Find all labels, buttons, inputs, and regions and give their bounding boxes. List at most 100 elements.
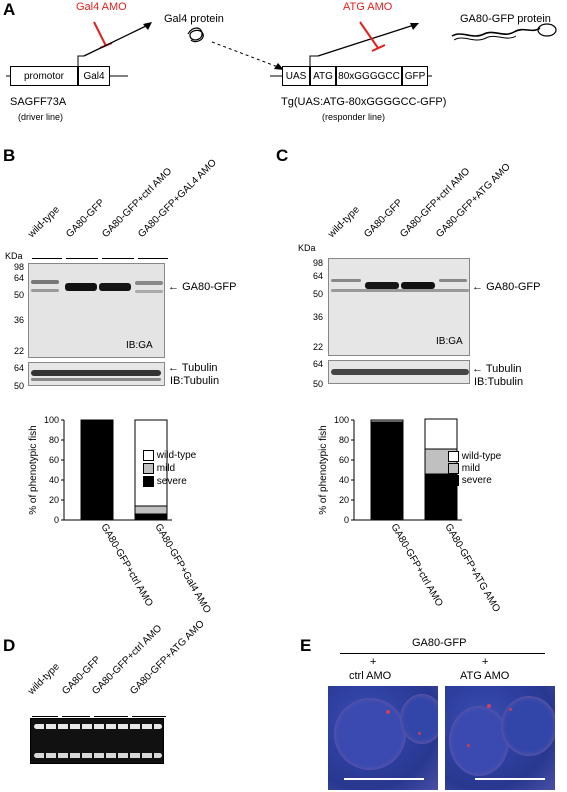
arrow-ga80-c: ← GA80-GFP bbox=[472, 281, 541, 293]
marker-b-tub-50: 50 bbox=[13, 381, 24, 391]
lane-bar-d-2 bbox=[62, 716, 90, 717]
gfp-box: GFP bbox=[402, 66, 428, 86]
arrow-tubulin-c: ← Tubulin bbox=[472, 363, 522, 375]
repeat-box: 80xGGGGCC bbox=[336, 66, 402, 86]
y-tick-label-2: 40 bbox=[49, 475, 59, 485]
marker-c-tub-50: 50 bbox=[312, 379, 323, 389]
lane-bar-d-1 bbox=[32, 716, 58, 717]
y-tick-label-4: 80 bbox=[339, 435, 349, 445]
legend-b: wild-type mild severe bbox=[143, 449, 196, 488]
lane-label-c-2: GA80-GFP bbox=[362, 197, 405, 240]
y-tick-label-0: 0 bbox=[344, 515, 349, 525]
gal4-box: Gal4 bbox=[78, 66, 110, 86]
lane-label-d-1: wild-type bbox=[26, 661, 62, 697]
y-tick-label-2: 40 bbox=[339, 475, 349, 485]
lane-bar-d-3 bbox=[94, 716, 128, 717]
bar-severe-0 bbox=[80, 419, 114, 521]
panel-label-b: B bbox=[3, 146, 16, 165]
y-tick-label-3: 60 bbox=[339, 455, 349, 465]
e-cond-1: ctrl AMO bbox=[349, 670, 392, 682]
bar-mild-0 bbox=[370, 419, 404, 423]
ib-tubulin-c: IB:Tubulin bbox=[474, 376, 524, 388]
marker-b-50: 50 bbox=[13, 290, 24, 300]
western-blot-b-ga bbox=[28, 263, 165, 358]
micrograph-ctrl bbox=[328, 686, 438, 790]
kda-label-b: KDa bbox=[5, 251, 23, 261]
gal4-protein-label: Gal4 protein bbox=[164, 13, 224, 25]
ib-ga-c: IB:GA bbox=[436, 336, 463, 347]
y-tick-label-3: 60 bbox=[49, 455, 59, 465]
ib-ga-b: IB:GA bbox=[126, 340, 153, 351]
e-cond-2: ATG AMO bbox=[460, 670, 510, 682]
sagff-label: SAGFF73A bbox=[10, 96, 67, 108]
marker-c-64: 64 bbox=[312, 271, 323, 281]
ib-tubulin-b: IB:Tubulin bbox=[170, 375, 220, 387]
western-blot-c-ga bbox=[328, 258, 470, 356]
panel-label-e: E bbox=[300, 636, 312, 655]
legend-c: wild-type mild severe bbox=[448, 451, 501, 487]
tg-label: Tg(UAS:ATG-80xGGGGCC-GFP) bbox=[281, 96, 447, 108]
promotor-box: promotor bbox=[10, 66, 78, 86]
panel-label-c: C bbox=[276, 146, 289, 165]
y-axis-label: % of phenotypic fish bbox=[318, 425, 329, 515]
e-plus-2: + bbox=[482, 656, 489, 668]
atg-box: ATG bbox=[310, 66, 336, 86]
y-tick-label-0: 0 bbox=[54, 515, 59, 525]
lane-label-b-2: GA80-GFP bbox=[64, 197, 107, 240]
lane-bar-b-3 bbox=[102, 258, 134, 259]
category-label-1: GA80-GFP+Gal4 AMO bbox=[152, 522, 212, 616]
bar-chart-b: 0 20 40 60 80 100 % of phenotypic fish GA80-GFP… bbox=[28, 415, 213, 616]
gal4-amo-label: Gal4 AMO bbox=[76, 1, 127, 13]
lane-label-b-3: GA80-GFP+ctrl AMO bbox=[100, 166, 175, 240]
bar-severe-0 bbox=[370, 421, 404, 521]
y-tick-label-5: 100 bbox=[334, 415, 349, 425]
category-label-0: GA80-GFP+ctrl AMO bbox=[388, 522, 444, 609]
driver-line-label: (driver line) bbox=[18, 112, 64, 122]
bar-chart-c: 0 20 40 60 80 100 % of phenotypic fish GA80-GFP… bbox=[318, 415, 502, 614]
lane-bar-b-1 bbox=[32, 258, 62, 259]
bar-mild-1 bbox=[134, 505, 168, 515]
lane-label-b-1: wild-type bbox=[26, 204, 62, 240]
lane-bar-b-4 bbox=[138, 258, 168, 259]
marker-b-98: 98 bbox=[13, 262, 24, 272]
kda-label-c: KDa bbox=[298, 243, 316, 253]
y-axis-label: % of phenotypic fish bbox=[28, 425, 39, 515]
y-tick-label-4: 80 bbox=[49, 435, 59, 445]
arrow-ga80-b: ← GA80-GFP bbox=[168, 281, 237, 293]
lane-bar-b-2 bbox=[66, 258, 98, 259]
marker-c-22: 22 bbox=[312, 342, 323, 352]
e-header: GA80-GFP bbox=[412, 637, 467, 649]
arrow-tubulin-b: ← Tubulin bbox=[168, 362, 218, 374]
category-label-1: GA80-GFP+ATG AMO bbox=[442, 522, 502, 614]
marker-c-50: 50 bbox=[312, 289, 323, 299]
bar-wild-type-1 bbox=[424, 418, 458, 450]
y-tick-label-5: 100 bbox=[44, 415, 59, 425]
lane-label-c-1: wild-type bbox=[326, 204, 362, 240]
panel-label-d: D bbox=[3, 636, 16, 655]
marker-b-36: 36 bbox=[13, 315, 24, 325]
lane-bar-d-4 bbox=[132, 716, 166, 717]
lane-label-c-4: GA80-GFP+ATG AMO bbox=[434, 161, 513, 240]
marker-b-tub-64: 64 bbox=[13, 363, 24, 373]
bar-severe-1 bbox=[424, 473, 458, 521]
e-plus-1: + bbox=[370, 656, 377, 668]
marker-b-22: 22 bbox=[13, 346, 24, 356]
lane-label-c-3: GA80-GFP+ctrl AMO bbox=[398, 166, 473, 240]
marker-c-98: 98 bbox=[312, 258, 323, 268]
ga80-protein-label: GA80-GFP protein bbox=[460, 13, 551, 25]
atg-amo-label: ATG AMO bbox=[343, 1, 393, 13]
panel-label-a: A bbox=[3, 0, 16, 19]
uas-box: UAS bbox=[282, 66, 310, 86]
e-header-line bbox=[340, 653, 545, 654]
western-blot-c-tubulin bbox=[328, 360, 470, 384]
bar-severe-1 bbox=[134, 513, 168, 521]
western-blot-b-tubulin bbox=[28, 362, 165, 386]
micrograph-atg bbox=[445, 686, 555, 790]
marker-c-tub-64: 64 bbox=[312, 359, 323, 369]
marker-c-36: 36 bbox=[312, 312, 323, 322]
responder-line-label: (responder line) bbox=[322, 112, 386, 122]
y-tick-label-1: 20 bbox=[49, 495, 59, 505]
category-label-0: GA80-GFP+ctrl AMO bbox=[98, 522, 154, 609]
marker-b-64: 64 bbox=[13, 273, 24, 283]
y-tick-label-1: 20 bbox=[339, 495, 349, 505]
